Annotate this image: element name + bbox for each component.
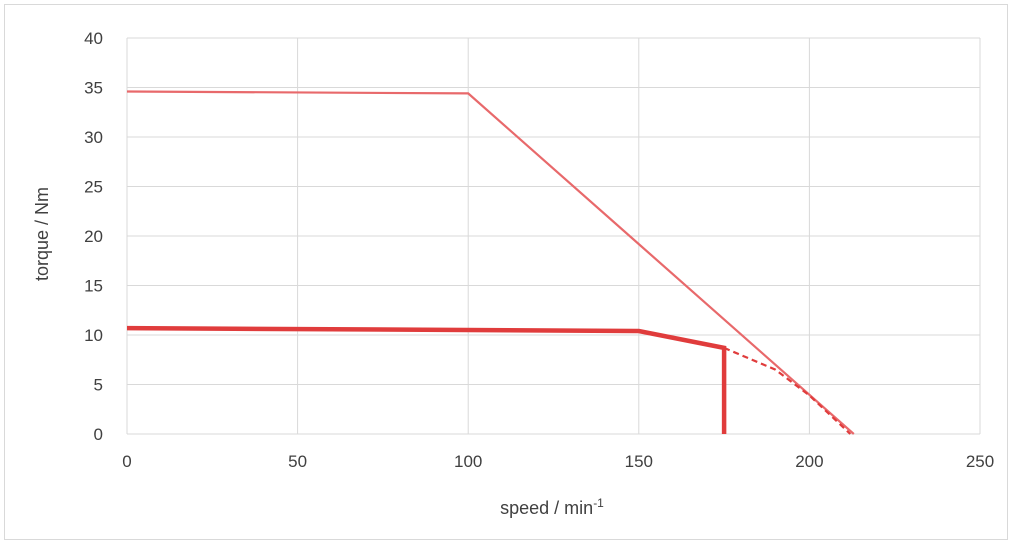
y-axis-title: torque / Nm [32,187,52,281]
y-tick-labels: 0 5 10 15 20 25 30 35 40 [84,29,103,444]
y-tick-label: 15 [84,277,103,296]
y-tick-label: 25 [84,178,103,197]
chart-frame [4,4,1008,540]
series-line-1 [126,90,855,435]
y-tick-label: 40 [84,29,103,48]
series-line-2 [126,325,727,434]
y-tick-label: 0 [94,425,103,444]
x-tick-label: 0 [122,452,131,471]
grid [126,37,981,435]
x-tick-label: 50 [288,452,307,471]
x-tick-label: 100 [454,452,482,471]
y-tick-label: 5 [94,376,103,395]
y-tick-label: 30 [84,128,103,147]
series-line-3 [723,346,852,435]
x-tick-label: 150 [625,452,653,471]
y-tick-label: 10 [84,326,103,345]
x-tick-labels: 0 50 100 150 200 250 [122,452,994,471]
x-tick-label: 200 [795,452,823,471]
y-tick-label: 20 [84,227,103,246]
y-tick-label: 35 [84,79,103,98]
x-axis-title: speed / min-1 [500,496,604,518]
series-layer [126,90,855,435]
x-tick-label: 250 [966,452,994,471]
